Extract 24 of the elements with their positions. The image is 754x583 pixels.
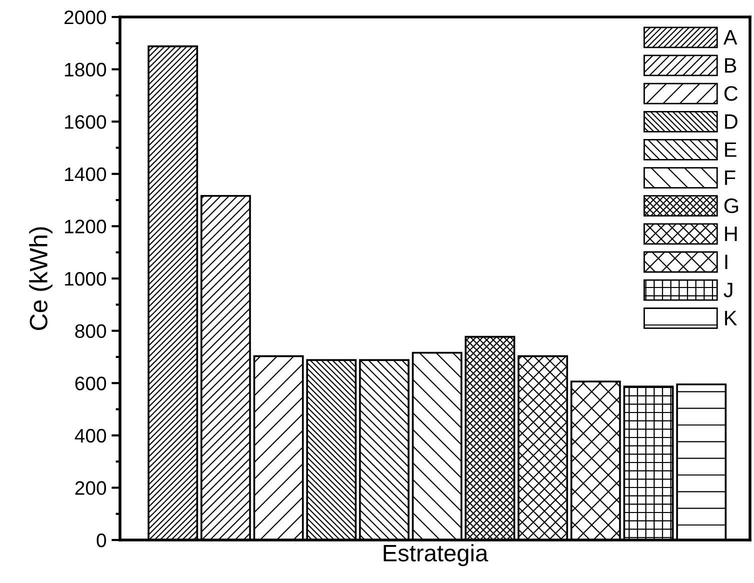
- y-tick-label: 1400: [65, 167, 106, 182]
- legend-label: A: [723, 30, 738, 44]
- legend-label: G: [724, 198, 738, 214]
- y-tick-label: 200: [75, 481, 106, 495]
- y-tick-label: 0: [96, 533, 106, 548]
- legend-label: H: [725, 226, 737, 242]
- legend-label: C: [724, 86, 738, 101]
- legend-label: K: [725, 310, 738, 326]
- y-tick-label: 1800: [65, 62, 106, 77]
- y-tick-label: 800: [75, 324, 106, 338]
- y-tick-label: 1000: [65, 272, 106, 286]
- y-tick-label: 1200: [65, 220, 106, 234]
- legend-label: D: [725, 114, 738, 129]
- legend-label: I: [725, 254, 728, 270]
- y-tick-label: 2000: [64, 10, 106, 24]
- y-tick-label: 600: [75, 376, 106, 390]
- legend-label: F: [725, 170, 736, 185]
- legend-label: B: [725, 58, 736, 73]
- y-tick-label: 400: [74, 428, 106, 443]
- legend-label: E: [725, 142, 736, 157]
- y-axis-title: Ce (kWh): [29, 227, 52, 330]
- legend-label: J: [724, 282, 732, 298]
- y-tick-label: 1600: [65, 115, 106, 129]
- x-axis-title: Estrategia: [384, 544, 488, 566]
